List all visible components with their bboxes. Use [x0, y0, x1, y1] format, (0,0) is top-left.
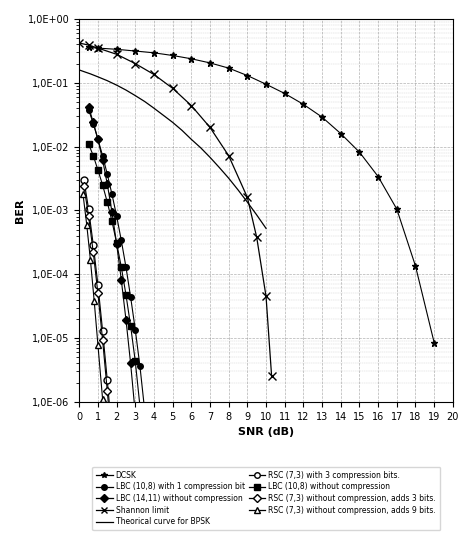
Y-axis label: BER: BER [15, 198, 25, 222]
X-axis label: SNR (dB): SNR (dB) [238, 427, 294, 437]
Legend: DCSK, LBC (10,8) with 1 compression bit, LBC (14,11) without compression, Shanno: DCSK, LBC (10,8) with 1 compression bit,… [92, 467, 440, 530]
